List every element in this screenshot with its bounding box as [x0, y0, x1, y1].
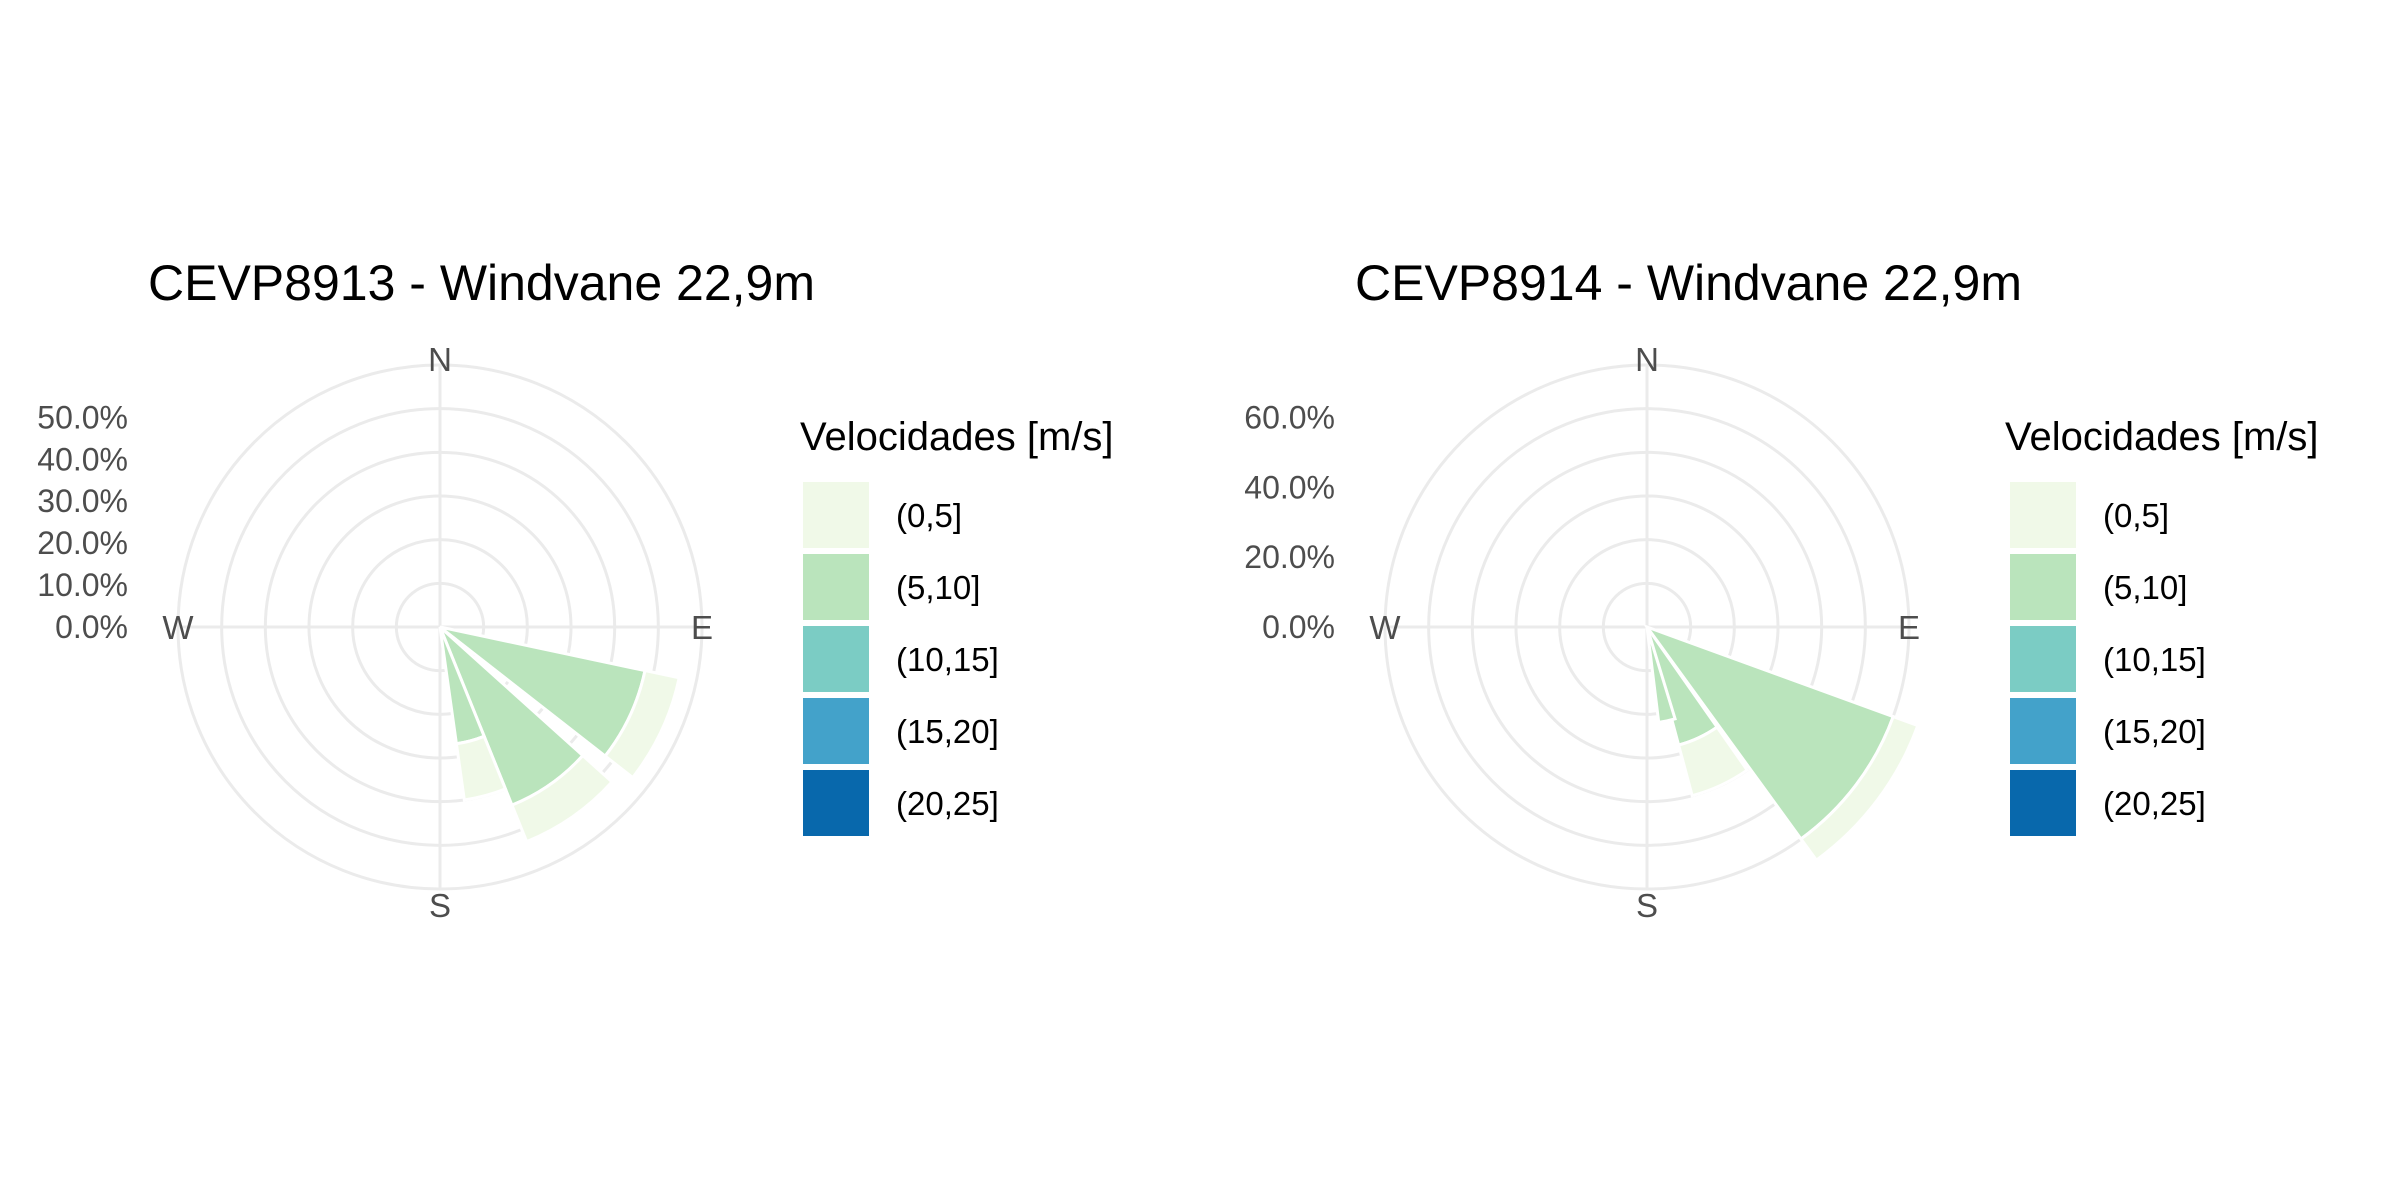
- radial-tick-label: 20.0%: [37, 525, 128, 561]
- direction-label-s: S: [1636, 887, 1658, 924]
- radial-tick-labels: 0.0% 10.0% 20.0% 30.0% 40.0% 50.0%: [37, 399, 128, 645]
- radial-tick-label: 40.0%: [1244, 469, 1335, 505]
- radial-tick-label: 20.0%: [1244, 539, 1335, 575]
- legend-swatch: [2010, 626, 2076, 692]
- wedges: [1642, 623, 1920, 863]
- legend-title: Velocidades [m/s]: [800, 415, 1114, 459]
- radial-tick-label: 10.0%: [37, 567, 128, 603]
- legend-swatch: [2010, 482, 2076, 548]
- direction-labels: N E S W: [1369, 341, 1920, 924]
- legend-label: (0,5]: [2103, 497, 2169, 534]
- direction-label-e: E: [691, 609, 713, 646]
- radial-tick-label: 30.0%: [37, 483, 128, 519]
- chart-title: CEVP8913 - Windvane 22,9m: [148, 255, 815, 311]
- radial-tick-label: 0.0%: [1262, 609, 1335, 645]
- direction-label-s: S: [429, 887, 451, 924]
- direction-label-n: N: [1635, 341, 1659, 378]
- legend-swatch: [803, 698, 869, 764]
- legend-label: (10,15]: [2103, 641, 2206, 678]
- legend-swatch: [803, 554, 869, 620]
- radial-tick-label: 50.0%: [37, 399, 128, 435]
- legend-swatch: [2010, 770, 2076, 836]
- legend: Velocidades [m/s] (0,5] (5,10] (10,15] (15,…: [800, 415, 1114, 836]
- legend-label: (5,10]: [896, 569, 980, 606]
- legend-swatch: [2010, 698, 2076, 764]
- legend-label: (20,25]: [2103, 785, 2206, 822]
- legend: Velocidades [m/s] (0,5] (5,10] (10,15] (15,…: [2005, 415, 2319, 836]
- direction-labels: N E S W: [162, 341, 713, 924]
- legend-swatch: [803, 770, 869, 836]
- legend-label: (15,20]: [896, 713, 999, 750]
- windrose-panel-cevp8914: CEVP8914 - Windvane 22,9m 0.0% 20.0% 40.0%…: [1244, 255, 2318, 924]
- wedge-sector-2-(5,10]: [1645, 626, 1677, 725]
- radial-tick-labels: 0.0% 20.0% 40.0% 60.0%: [1244, 399, 1335, 645]
- legend-label: (15,20]: [2103, 713, 2206, 750]
- wedge-sector-1-(0,5]: [510, 753, 615, 844]
- radial-tick-label: 60.0%: [1244, 399, 1335, 435]
- legend-swatch: [803, 482, 869, 548]
- direction-label-w: W: [1369, 609, 1401, 646]
- radial-tick-label: 40.0%: [37, 441, 128, 477]
- direction-label-e: E: [1898, 609, 1920, 646]
- windrose-panel-cevp8913: CEVP8913 - Windvane 22,9m 0.0% 10.0% 20.0%…: [37, 255, 1113, 924]
- chart-title: CEVP8914 - Windvane 22,9m: [1355, 255, 2022, 311]
- polar-grid: [1383, 363, 1911, 891]
- legend-swatch: [2010, 554, 2076, 620]
- legend-label: (5,10]: [2103, 569, 2187, 606]
- legend-label: (0,5]: [896, 497, 962, 534]
- wedge-sector-0-(0,5]: [1798, 714, 1920, 863]
- radial-tick-label: 0.0%: [55, 609, 128, 645]
- wedge-sector-2-(0,5]: [454, 734, 508, 802]
- legend-label: (10,15]: [896, 641, 999, 678]
- direction-label-n: N: [428, 341, 452, 378]
- wedge-sector-0-(0,5]: [603, 668, 681, 780]
- legend-label: (20,25]: [896, 785, 999, 822]
- legend-swatch: [803, 626, 869, 692]
- wedges: [438, 625, 681, 844]
- direction-label-w: W: [162, 609, 194, 646]
- wedge-sector-1-(0,5]: [1676, 725, 1750, 798]
- legend-title: Velocidades [m/s]: [2005, 415, 2319, 459]
